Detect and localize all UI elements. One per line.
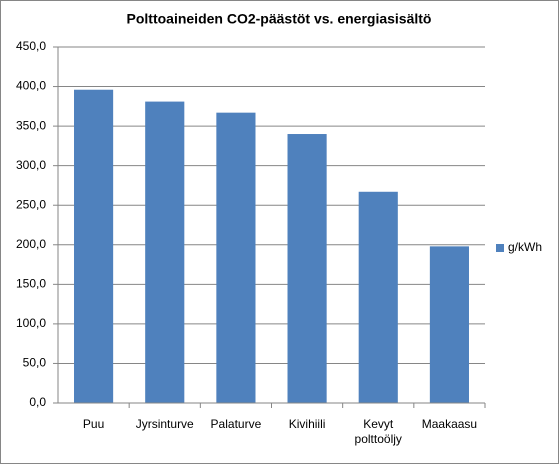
- y-tick-label: 200,0: [16, 237, 46, 251]
- x-tick-label: Palaturve: [210, 417, 262, 431]
- y-tick-label: 0,0: [29, 395, 46, 409]
- x-tick-label: Maakaasu: [421, 417, 478, 431]
- legend-label: g/kWh: [508, 240, 542, 254]
- y-tick-label: 450,0: [16, 39, 46, 53]
- legend-swatch: [496, 244, 504, 252]
- y-tick-label: 50,0: [23, 356, 47, 370]
- x-tick-label: Jyrsinturve: [135, 417, 194, 431]
- y-tick-label: 300,0: [16, 158, 46, 172]
- chart-title: Polttoaineiden CO2-päästöt vs. energiasi…: [127, 11, 432, 27]
- y-tick-label: 400,0: [16, 79, 46, 93]
- bar: [145, 101, 185, 403]
- bar: [74, 89, 114, 403]
- y-tick-label: 100,0: [16, 316, 46, 330]
- y-tick-label: 150,0: [16, 277, 46, 291]
- y-tick-label: 350,0: [16, 118, 46, 132]
- y-tick-label: 250,0: [16, 197, 46, 211]
- bar: [358, 191, 398, 403]
- bar: [216, 112, 256, 403]
- x-tick-label: Kivihiili: [288, 417, 326, 431]
- x-tick-label: Puu: [82, 417, 105, 431]
- x-tick-label: Kevyt polttoöljy: [354, 417, 402, 446]
- bar: [287, 134, 327, 403]
- bar: [429, 246, 469, 403]
